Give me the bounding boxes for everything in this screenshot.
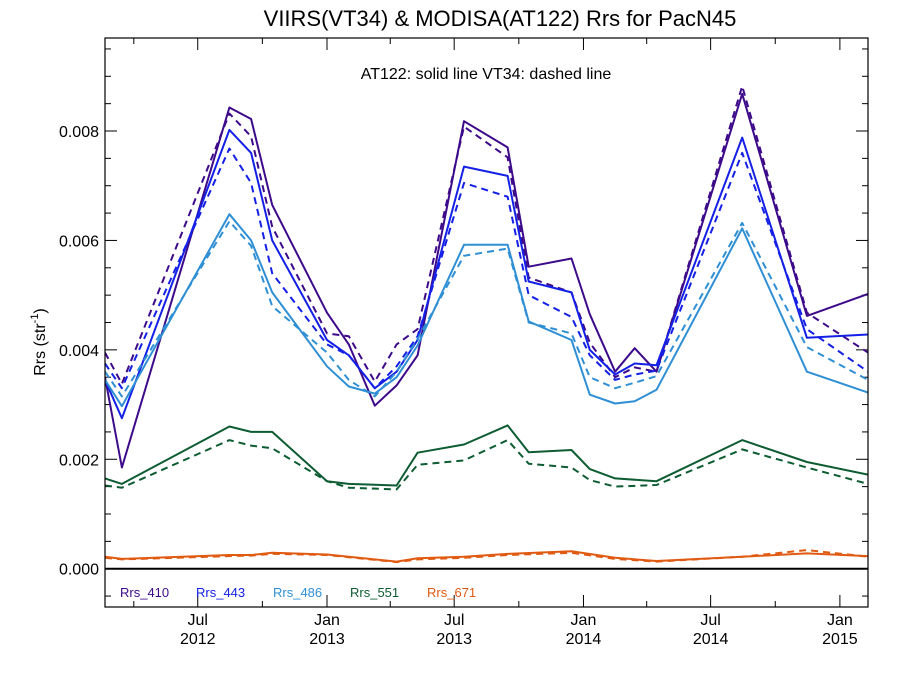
- x-tick-label-month: Jan: [827, 612, 853, 629]
- rrs-671-dashed-line: [105, 549, 868, 564]
- chart-title: VIIRS(VT34) & MODISA(AT122) Rrs for PacN…: [264, 6, 737, 31]
- legend-rrs-551: Rrs_551: [350, 585, 399, 600]
- y-axis-label-close: ): [32, 308, 49, 313]
- y-tick-label: 0.000: [59, 562, 99, 579]
- rrs-486-dashed-line: [105, 220, 868, 398]
- x-tick-label-year: 2013: [309, 631, 345, 648]
- rrs-410-dashed-line: [105, 85, 868, 385]
- legend-rrs-443: Rrs_443: [196, 585, 245, 600]
- series-lines: [105, 85, 868, 564]
- rrs-486-solid-line: [105, 213, 868, 408]
- x-tick-label-year: 2012: [180, 631, 216, 648]
- x-tick-label-year: 2015: [822, 631, 858, 648]
- x-tick-label-month: Jan: [314, 612, 340, 629]
- y-tick-label: 0.002: [59, 452, 99, 469]
- x-tick-label-year: 2014: [693, 631, 729, 648]
- rrs-551-dashed-line: [105, 439, 868, 491]
- x-tick-label-month: Jul: [188, 612, 208, 629]
- rrs-410-solid-line: [105, 92, 868, 469]
- tick-labels: 0.000 0.002 0.004 0.006 0.008 Jul 2012 Jan 2013 J…: [59, 124, 858, 648]
- y-axis-label-superscript: -1: [29, 314, 41, 324]
- legend: Rrs_410 Rrs_443 Rrs_486 Rrs_551 Rrs_671: [120, 585, 476, 600]
- x-tick-label-month: Jul: [700, 612, 720, 629]
- x-tick-label-year: 2014: [566, 631, 602, 648]
- y-tick-label: 0.008: [59, 124, 99, 141]
- legend-rrs-486: Rrs_486: [273, 585, 322, 600]
- axis-ticks: [105, 38, 868, 607]
- legend-rrs-671: Rrs_671: [427, 585, 476, 600]
- y-tick-label: 0.006: [59, 233, 99, 250]
- plot-frame: [104, 37, 869, 608]
- legend-rrs-410: Rrs_410: [120, 585, 169, 600]
- y-axis-label: Rrs (str-1): [29, 308, 49, 376]
- rrs-443-dashed-line: [105, 147, 868, 390]
- rrs-551-solid-line: [105, 424, 868, 487]
- rrs-443-solid-line: [105, 128, 868, 420]
- x-tick-label-month: Jul: [444, 612, 464, 629]
- y-axis-label-main: Rrs (str: [32, 323, 49, 376]
- x-tick-label-month: Jan: [571, 612, 597, 629]
- x-tick-label-year: 2013: [436, 631, 472, 648]
- y-tick-label: 0.004: [59, 343, 99, 360]
- line-style-annotation: AT122: solid line VT34: dashed line: [361, 66, 612, 83]
- series-group: [105, 85, 868, 564]
